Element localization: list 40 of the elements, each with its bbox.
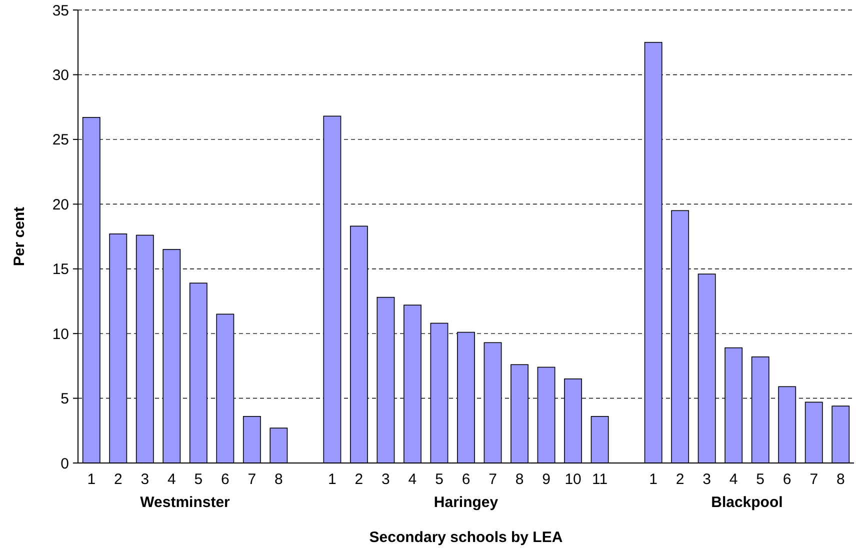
x-tick-label: 1	[328, 471, 336, 488]
text: Blackpool	[711, 494, 783, 511]
x-tick-label: 8	[836, 471, 845, 488]
x-tick-label: 6	[462, 471, 470, 488]
x-tick-label: 6	[782, 471, 792, 488]
x-tick-label: 4	[167, 471, 176, 488]
text: Westminster	[140, 494, 230, 511]
x-tick-label: 3	[140, 471, 150, 488]
x-tick-label: 5	[194, 471, 203, 488]
x-tick-label: 10	[564, 471, 582, 488]
x-tick-label: 7	[248, 471, 256, 488]
x-tick-label: 3	[382, 471, 390, 488]
text: Haringey	[434, 494, 499, 511]
x-tick-label: 7	[488, 471, 497, 488]
x-tick-label: 8	[274, 471, 283, 488]
x-tick-label: 2	[114, 471, 122, 488]
x-tick-label: 9	[542, 471, 550, 488]
x-tick-label: 1	[87, 471, 96, 488]
x-tick-label: 4	[408, 471, 417, 488]
x-tick-label: 2	[676, 471, 684, 488]
x-tick-label: 1	[649, 471, 658, 488]
x-tick-label: 2	[354, 471, 364, 488]
y-axis-title: Per cent	[11, 206, 28, 266]
y-tick-label: 10	[52, 326, 69, 343]
y-tick-label: 35	[52, 2, 69, 20]
y-tick-label: 20	[52, 196, 69, 214]
x-tick-label: 11	[592, 471, 608, 488]
x-tick-label: 7	[810, 471, 818, 488]
x-axis-title: Secondary schools by LEA	[369, 529, 563, 546]
x-tick-label: 5	[435, 471, 444, 488]
x-tick-label: 8	[515, 471, 524, 488]
y-tick-label: 5	[60, 390, 69, 408]
x-tick-label: 5	[756, 471, 765, 488]
y-tick-label: 0	[60, 455, 69, 472]
y-tick-label: 30	[52, 66, 69, 84]
x-tick-label: 4	[729, 471, 738, 488]
x-tick-label: 3	[702, 471, 711, 488]
y-tick-label: 25	[52, 132, 69, 149]
y-tick-label: 15	[52, 261, 69, 278]
x-tick-label: 6	[221, 471, 230, 488]
